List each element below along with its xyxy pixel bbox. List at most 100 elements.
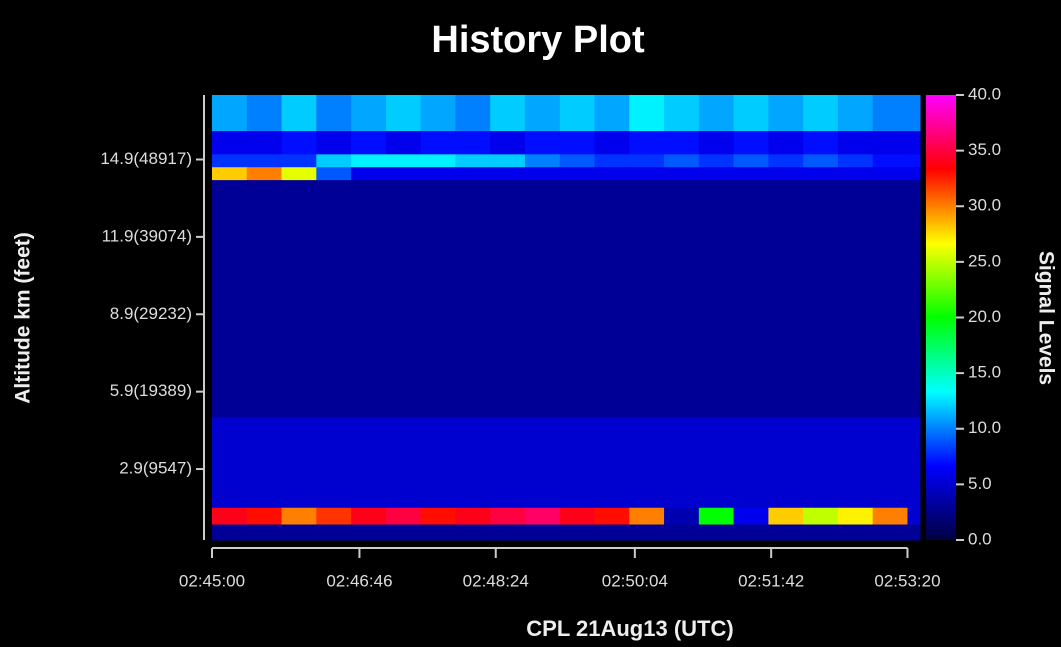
heatmap-cell (768, 131, 804, 155)
heatmap-cell (351, 507, 387, 526)
heatmap-cell (872, 507, 908, 526)
heatmap-cell (629, 95, 665, 132)
heatmap-cell (524, 507, 561, 526)
heatmap-cell (698, 131, 735, 155)
heatmap-cell (803, 131, 839, 155)
heatmap-cell (316, 131, 352, 155)
heatmap-cell (837, 180, 874, 418)
heatmap-cell (246, 417, 283, 509)
heatmap-cell (281, 131, 317, 155)
heatmap-cell (664, 524, 700, 541)
heatmap-cell (212, 524, 248, 541)
heatmap-cell (664, 154, 700, 168)
heatmap-cell (524, 167, 561, 181)
heatmap-cell (281, 95, 317, 132)
heatmap-cell (524, 95, 561, 132)
heatmap-cell (524, 131, 561, 155)
y-tick-label: 5.9(19389) (110, 381, 192, 400)
heatmap-cell (490, 417, 526, 509)
heatmap-cell (316, 95, 352, 132)
heatmap-cell (733, 154, 769, 168)
heatmap-cell (385, 524, 422, 541)
heatmap-cell (698, 180, 735, 418)
heatmap-cell (803, 417, 839, 509)
heatmap-cell (872, 154, 908, 168)
heatmap-cell (281, 180, 317, 418)
heatmap-cell (872, 95, 908, 132)
heatmap-cell (524, 417, 561, 509)
heatmap-cell (246, 180, 283, 418)
x-tick-label: 02:50:04 (602, 571, 668, 590)
heatmap-cell (768, 154, 804, 168)
heatmap-cell (698, 524, 735, 541)
heatmap-cell (455, 524, 491, 541)
heatmap-cell (803, 95, 839, 132)
heatmap-cell (837, 131, 874, 155)
heatmap-cell (281, 417, 317, 509)
heatmap-cell (837, 507, 874, 526)
heatmap-cell (246, 524, 283, 541)
x-tick-label: 02:46:46 (326, 571, 392, 590)
x-tick-label: 02:51:42 (738, 571, 804, 590)
heatmap-cell (559, 154, 596, 168)
heatmap-cell (420, 95, 456, 132)
heatmap-cell (455, 154, 491, 168)
heatmap-cell (907, 524, 921, 541)
heatmap-cell (664, 167, 700, 181)
heatmap-cell (594, 167, 630, 181)
heatmap-cell (872, 167, 908, 181)
heatmap-cell (281, 524, 317, 541)
heatmap-cell (594, 95, 630, 132)
heatmap-cell (733, 167, 769, 181)
heatmap-cell (490, 131, 526, 155)
heatmap-cell (420, 524, 456, 541)
heatmap-cell (316, 417, 352, 509)
y-tick-label: 2.9(9547) (119, 459, 192, 478)
colorbar-tick-label: 40.0 (968, 84, 1001, 103)
y-tick-label: 14.9(48917) (100, 149, 192, 168)
y-tick-label: 11.9(39074) (102, 226, 192, 245)
heatmap-cell (733, 507, 769, 526)
heatmap-cell (385, 417, 422, 509)
heatmap-cell (733, 180, 769, 418)
heatmap-cell (351, 417, 387, 509)
heatmap-cell (629, 507, 665, 526)
colorbar-label: Signal Levels (1034, 251, 1057, 385)
colorbar-tick-label: 30.0 (968, 196, 1001, 215)
heatmap-cell (316, 180, 352, 418)
heatmap-cell (803, 154, 839, 168)
heatmap-cell (733, 95, 769, 132)
heatmap-cell (907, 95, 921, 132)
heatmap-cell (594, 154, 630, 168)
heatmap-cell (733, 131, 769, 155)
heatmap-cell (455, 507, 491, 526)
heatmap-cell (837, 154, 874, 168)
heatmap-cell (629, 417, 665, 509)
heatmap-cell (385, 131, 422, 155)
heatmap-cell (351, 180, 387, 418)
heatmap-cell (698, 417, 735, 509)
colorbar-tick-label: 5.0 (968, 474, 992, 493)
heatmap-cell (837, 95, 874, 132)
heatmap-cell (837, 417, 874, 509)
heatmap-cell (872, 131, 908, 155)
heatmap-cell (316, 524, 352, 541)
heatmap-cell (907, 507, 921, 526)
heatmap-cell (594, 524, 630, 541)
heatmap-cell (524, 154, 561, 168)
colorbar-tick-label: 25.0 (968, 251, 1001, 270)
x-tick-label: 02:45:00 (179, 571, 245, 590)
heatmap-cell (351, 167, 387, 181)
heatmap-cell (316, 167, 352, 181)
heatmap-cell (351, 95, 387, 132)
heatmap-cell (664, 131, 700, 155)
heatmap-cell (351, 131, 387, 155)
heatmap-cell (837, 524, 874, 541)
heatmap-cell (907, 417, 921, 509)
heatmap-cell (420, 507, 456, 526)
chart-title: History Plot (431, 19, 645, 61)
colorbar-tick-label: 20.0 (968, 307, 1001, 326)
heatmap-cell (664, 507, 700, 526)
x-tick-label: 02:53:20 (874, 571, 940, 590)
